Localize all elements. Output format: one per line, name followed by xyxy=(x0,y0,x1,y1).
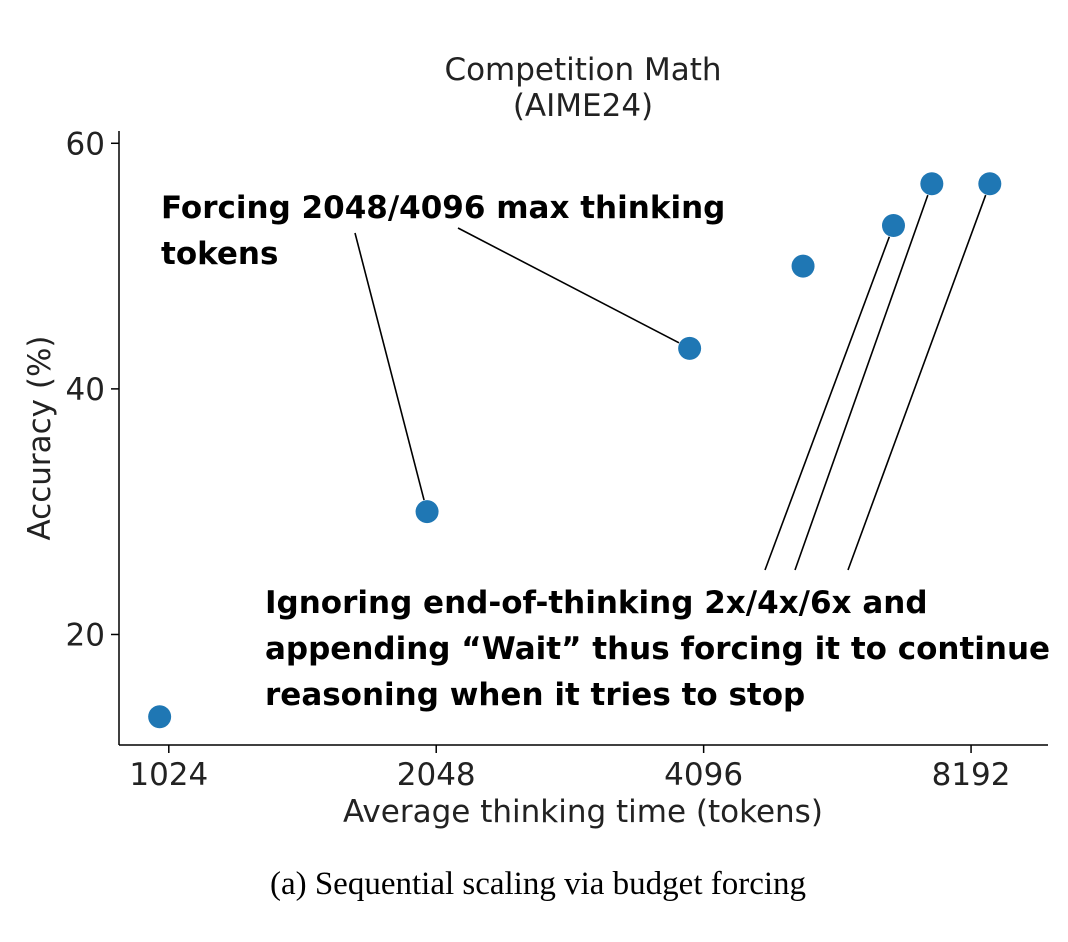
x-ticks: 1024 2048 4096 8192 xyxy=(129,745,1011,793)
x-tick-label: 2048 xyxy=(397,757,476,793)
chart-title-line: Competition Math xyxy=(444,52,721,88)
data-point xyxy=(148,705,172,729)
annotation-leader-line xyxy=(457,227,680,344)
annotation-leader-line xyxy=(794,194,929,571)
y-axis-label: Accuracy (%) xyxy=(22,335,58,540)
data-point xyxy=(920,172,944,196)
figure-caption: (a) Sequential scaling via budget forcin… xyxy=(270,866,806,902)
annotation-text: Ignoring end-of-thinking 2x/4x/6x and app… xyxy=(265,585,1050,713)
annotations: Forcing 2048/4096 max thinking tokens Igno… xyxy=(161,190,1050,713)
data-point xyxy=(415,500,439,524)
data-point xyxy=(978,172,1002,196)
x-tick-label: 1024 xyxy=(129,757,208,793)
data-points xyxy=(148,172,1002,729)
data-point xyxy=(881,214,905,238)
x-tick-label: 4096 xyxy=(664,757,743,793)
data-point xyxy=(791,254,815,278)
chart-title-line: (AIME24) xyxy=(513,88,653,124)
annotation-leader-lines xyxy=(354,194,987,571)
x-tick-label: 8192 xyxy=(932,757,1011,793)
axes xyxy=(118,131,1048,746)
data-point xyxy=(678,336,702,360)
x-axis-label: Average thinking time (tokens) xyxy=(343,794,823,830)
y-tick-label: 40 xyxy=(66,372,105,408)
y-tick-label: 20 xyxy=(66,617,105,653)
annotation-leader-line xyxy=(354,232,425,501)
annotation-leader-line xyxy=(847,194,987,571)
y-ticks: 20 40 60 xyxy=(66,126,119,653)
chart-title: Competition Math(AIME24) xyxy=(444,52,721,124)
y-tick-label: 60 xyxy=(66,126,105,162)
annotation-leader-line xyxy=(764,236,891,571)
annotation-text: Forcing 2048/4096 max thinking tokens xyxy=(161,190,725,272)
